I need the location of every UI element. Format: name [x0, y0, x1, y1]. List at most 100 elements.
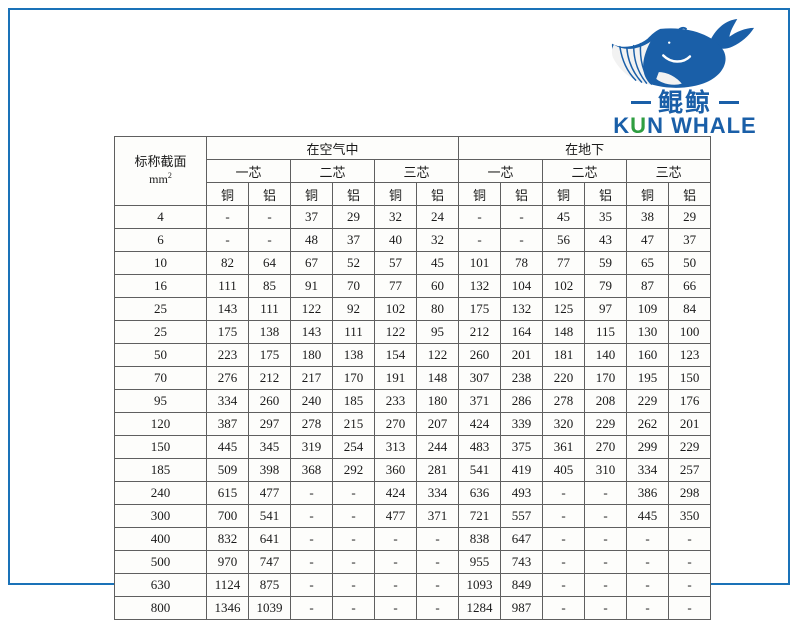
table-cell: -	[290, 550, 333, 574]
table-cell: 143	[206, 297, 249, 321]
table-cell: 334	[626, 458, 670, 482]
material-header-9: 铝	[584, 182, 628, 206]
table-cell: -	[584, 573, 628, 597]
table-cell: 647	[500, 527, 544, 551]
table-cell: 721	[458, 504, 502, 528]
table-row: 25 143 111 122 92 102 80 175 132 125 97 109 84	[114, 297, 712, 321]
core-header-air-1core: 一芯	[206, 159, 291, 183]
table-cell: 185	[332, 389, 375, 413]
table-cell: 154	[374, 343, 417, 367]
table-cell: 143	[290, 320, 333, 344]
row-section-label: 25	[114, 320, 207, 344]
table-cell: 95	[415, 320, 460, 344]
corner-header-unit-sup: 2	[167, 171, 172, 181]
table-cell: -	[374, 527, 417, 551]
corner-header-unit: mm	[149, 172, 168, 187]
row-section-label: 630	[114, 573, 207, 597]
table-cell: 339	[500, 412, 544, 436]
table-cell: 150	[668, 366, 712, 390]
table-cell: 405	[542, 458, 586, 482]
table-cell: 59	[584, 251, 628, 275]
table-cell: -	[290, 504, 333, 528]
table-cell: 240	[290, 389, 333, 413]
table-cell: 201	[668, 412, 712, 436]
table-cell: 181	[542, 343, 586, 367]
material-header-10: 铜	[626, 182, 670, 206]
table-cell: 212	[458, 320, 502, 344]
table-cell: 35	[584, 205, 628, 229]
table-cell: -	[415, 527, 460, 551]
table-cell: 67	[290, 251, 333, 275]
table-cell: 29	[332, 205, 375, 229]
table-row: 300 700 541- -477 371 721 557- -445 350	[114, 504, 712, 528]
table-cell: 40	[374, 228, 417, 252]
table-cell: 557	[500, 504, 544, 528]
logo-chinese-name: 鲲鲸	[657, 87, 712, 117]
logo-english-suffix: N WHALE	[647, 113, 757, 138]
table-cell: -	[584, 481, 628, 505]
table-cell: 176	[668, 389, 712, 413]
table-cell: 313	[374, 435, 417, 459]
table-cell: -	[542, 481, 586, 505]
logo-chinese-row: 鲲鲸	[596, 88, 774, 116]
table-row: 240 615 477- -424 334 636 493- -386 298	[114, 481, 712, 505]
table-cell: 77	[374, 274, 417, 298]
table-cell: 270	[584, 435, 628, 459]
table-cell: 111	[332, 320, 375, 344]
table-cell: 37	[668, 228, 712, 252]
table-cell: 278	[542, 389, 586, 413]
table-cell: 125	[542, 297, 586, 321]
table-cell: -	[668, 550, 712, 574]
table-cell: 80	[415, 297, 460, 321]
table-cell: 345	[248, 435, 291, 459]
table-cell: 64	[248, 251, 291, 275]
table-cell: 170	[584, 366, 628, 390]
table-cell: 164	[500, 320, 544, 344]
table-cell: 641	[248, 527, 291, 551]
table-cell: 175	[458, 297, 502, 321]
row-section-label: 50	[114, 343, 207, 367]
table-cell: 109	[626, 297, 670, 321]
table-cell: 281	[415, 458, 460, 482]
table-cell: 97	[584, 297, 628, 321]
table-cell: 849	[500, 573, 544, 597]
table-cell: 37	[332, 228, 375, 252]
table-cell: -	[332, 481, 375, 505]
table-cell: -	[584, 504, 628, 528]
table-cell: -	[542, 573, 586, 597]
table-cell: 700	[206, 504, 249, 528]
table-cell: 66	[668, 274, 712, 298]
ampacity-table-container: 标称截面 mm2 在空气中 在地下 一芯 二芯 三芯 一芯 二芯 三芯 铜铝铜铝…	[114, 136, 712, 620]
logo-english-prefix: K	[613, 113, 631, 138]
table-cell: 233	[374, 389, 417, 413]
row-section-label: 95	[114, 389, 207, 413]
ampacity-table: 标称截面 mm2 在空气中 在地下 一芯 二芯 三芯 一芯 二芯 三芯 铜铝铜铝…	[114, 136, 712, 620]
table-cell: 419	[500, 458, 544, 482]
table-cell: 298	[668, 481, 712, 505]
group-header-in-air: 在空气中	[205, 136, 460, 160]
row-section-label: 70	[114, 366, 207, 390]
table-cell: -	[290, 527, 333, 551]
table-cell: 297	[248, 412, 291, 436]
table-cell: 78	[500, 251, 544, 275]
table-cell: -	[415, 550, 460, 574]
table-cell: -	[332, 504, 375, 528]
table-cell: 50	[668, 251, 712, 275]
row-section-label: 150	[114, 435, 207, 459]
table-cell: 371	[415, 504, 460, 528]
table-cell: 270	[374, 412, 417, 436]
table-cell: 299	[626, 435, 670, 459]
table-cell: 360	[374, 458, 417, 482]
material-header-1: 铝	[248, 182, 291, 206]
table-cell: 45	[542, 205, 586, 229]
table-cell: 615	[206, 481, 249, 505]
header-row-group: 标称截面 mm2 在空气中 在地下	[114, 136, 712, 206]
table-cell: 238	[500, 366, 544, 390]
header-row-cores: 一芯 二芯 三芯 一芯 二芯 三芯	[115, 159, 712, 183]
table-cell: 743	[500, 550, 544, 574]
table-cell: 47	[626, 228, 670, 252]
row-section-label: 6	[114, 228, 207, 252]
table-cell: 477	[248, 481, 291, 505]
table-cell: 212	[248, 366, 291, 390]
table-cell: 276	[206, 366, 249, 390]
